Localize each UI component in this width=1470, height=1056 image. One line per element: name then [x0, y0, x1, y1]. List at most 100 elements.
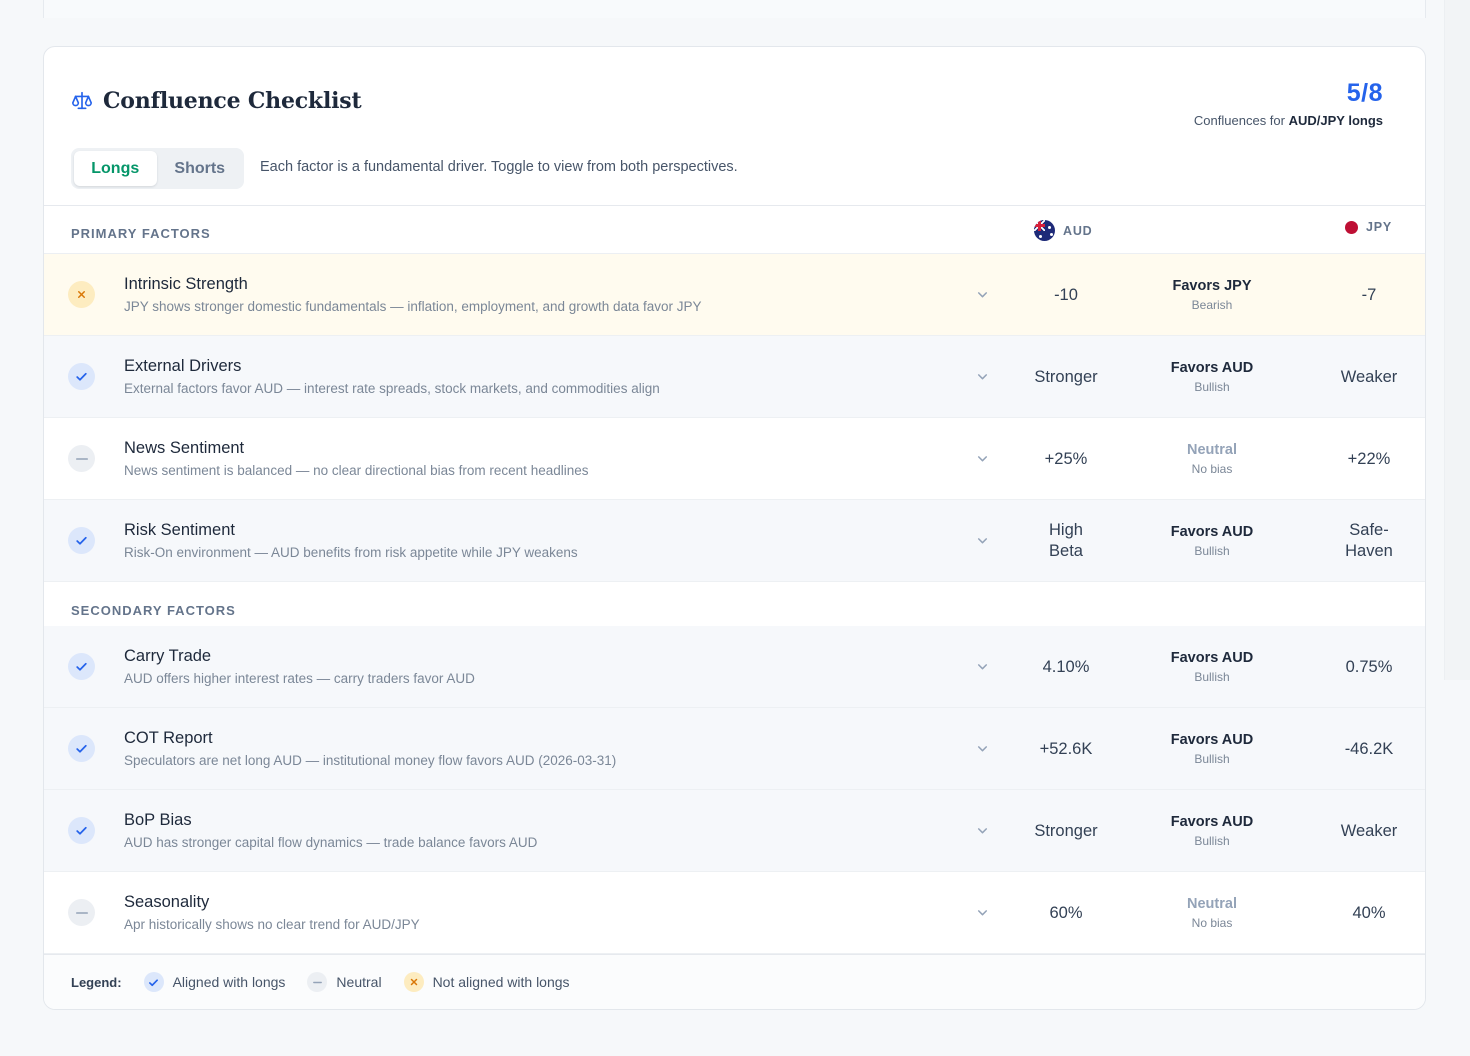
- card-header: Confluence Checklist 5/8 Confluences for…: [44, 47, 1425, 206]
- legend-not-aligned-label: Not aligned with longs: [432, 974, 570, 990]
- score-caption-prefix: Confluences for: [1193, 113, 1285, 128]
- factor-row[interactable]: BoP Bias AUD has stronger capital flow dy…: [44, 790, 1425, 872]
- primary-factor-list: Intrinsic Strength JPY shows stronger dom…: [44, 254, 1425, 582]
- direction-toggle: Longs Shorts: [71, 148, 244, 189]
- chevron-down-icon[interactable]: [975, 287, 989, 301]
- aud-value: +52.6K: [1039, 739, 1093, 758]
- jpy-value: Weaker: [1340, 367, 1398, 386]
- verdict: Favors AUD Bullish: [1142, 626, 1282, 708]
- jpy-value: -7: [1361, 285, 1377, 304]
- verdict-label: Favors AUD: [1170, 360, 1254, 376]
- australia-flag-icon: [1034, 220, 1055, 241]
- factor-row[interactable]: Risk Sentiment Risk-On environment — AUD …: [44, 500, 1425, 582]
- aud-value: 4.10%: [1042, 657, 1090, 676]
- x-icon: [68, 281, 95, 308]
- factor-description: JPY shows stronger domestic fundamentals…: [124, 299, 702, 314]
- page-title: Confluence Checklist: [103, 88, 362, 114]
- legend-title: Legend:: [71, 974, 122, 990]
- verdict: Neutral No bias: [1142, 872, 1282, 954]
- factor-row[interactable]: COT Report Speculators are net long AUD —…: [44, 708, 1425, 790]
- verdict-bias: No bias: [1191, 916, 1233, 930]
- factor-name: COT Report: [124, 729, 213, 747]
- check-icon: [143, 972, 164, 992]
- factor-description: AUD offers higher interest rates — carry…: [124, 671, 475, 686]
- jpy-value: +22%: [1347, 449, 1391, 468]
- legend-item-not-aligned: Not aligned with longs: [403, 972, 570, 992]
- verdict-label: Neutral: [1187, 442, 1237, 458]
- verdict-bias: Bearish: [1191, 298, 1233, 312]
- verdict-bias: Bullish: [1194, 752, 1230, 766]
- check-icon: [68, 527, 95, 554]
- japan-flag-icon: [1345, 220, 1358, 234]
- score-value: 5/8: [1346, 79, 1383, 107]
- verdict-bias: Bullish: [1194, 380, 1230, 394]
- verdict-bias: No bias: [1191, 462, 1233, 476]
- factor-row[interactable]: News Sentiment News sentiment is balanced…: [44, 418, 1425, 500]
- factor-row[interactable]: External Drivers External factors favor A…: [44, 336, 1425, 418]
- factor-name: News Sentiment: [124, 439, 245, 457]
- confluence-checklist-card: Confluence Checklist 5/8 Confluences for…: [43, 46, 1426, 1010]
- verdict: Favors AUD Bullish: [1142, 708, 1282, 790]
- aud-column-header: AUD: [1034, 220, 1092, 241]
- aud-value: Stronger: [1034, 367, 1098, 386]
- chevron-down-icon[interactable]: [975, 659, 989, 673]
- legend: Legend: Aligned with longs Neutral Not a…: [44, 954, 1425, 1009]
- verdict-bias: Bullish: [1194, 544, 1230, 558]
- chevron-down-icon[interactable]: [975, 533, 989, 547]
- factor-name: External Drivers: [124, 357, 242, 375]
- verdict: Favors JPY Bearish: [1142, 254, 1282, 336]
- dash-icon: [307, 972, 328, 992]
- x-icon: [403, 972, 424, 992]
- primary-section-header: PRIMARY FACTORS AUD JPY: [44, 206, 1425, 254]
- jpy-value: 40%: [1352, 903, 1386, 922]
- side-panel-edge: [1444, 0, 1470, 680]
- verdict: Favors AUD Bullish: [1142, 336, 1282, 418]
- aud-column-label: AUD: [1063, 223, 1093, 238]
- verdict: Neutral No bias: [1142, 418, 1282, 500]
- aud-value: 60%: [1049, 903, 1083, 922]
- toggle-hint: Each factor is a fundamental driver. Tog…: [260, 159, 738, 175]
- dash-icon: [68, 445, 95, 472]
- factor-description: Apr historically shows no clear trend fo…: [124, 917, 420, 932]
- verdict-bias: Bullish: [1194, 670, 1230, 684]
- factor-description: News sentiment is balanced — no clear di…: [124, 463, 589, 478]
- chevron-down-icon[interactable]: [975, 741, 989, 755]
- legend-item-aligned: Aligned with longs: [143, 972, 286, 992]
- title-row: Confluence Checklist: [71, 88, 362, 114]
- chevron-down-icon[interactable]: [975, 905, 989, 919]
- chevron-down-icon[interactable]: [975, 451, 989, 465]
- factor-name: Carry Trade: [124, 647, 212, 665]
- dash-icon: [68, 899, 95, 926]
- verdict-label: Favors AUD: [1170, 650, 1254, 666]
- jpy-column-label: JPY: [1366, 220, 1393, 234]
- check-icon: [68, 363, 95, 390]
- check-icon: [68, 653, 95, 680]
- longs-toggle-button[interactable]: Longs: [74, 151, 157, 186]
- factor-row[interactable]: Intrinsic Strength JPY shows stronger dom…: [44, 254, 1425, 336]
- score-caption-pair: AUD/JPY longs: [1288, 113, 1383, 128]
- shorts-toggle-button[interactable]: Shorts: [174, 159, 226, 177]
- verdict-label: Favors JPY: [1172, 278, 1252, 294]
- factor-description: Risk-On environment — AUD benefits from …: [124, 545, 578, 560]
- factor-row[interactable]: Seasonality Apr historically shows no cle…: [44, 872, 1425, 954]
- score-caption: Confluences for AUD/JPY longs: [1194, 113, 1383, 128]
- legend-aligned-label: Aligned with longs: [172, 974, 286, 990]
- factor-description: External factors favor AUD — interest ra…: [124, 381, 660, 396]
- chevron-down-icon[interactable]: [975, 369, 989, 383]
- chevron-down-icon[interactable]: [975, 823, 989, 837]
- aud-value: +25%: [1044, 449, 1088, 468]
- secondary-section-header: SECONDARY FACTORS: [44, 582, 1425, 626]
- factor-row[interactable]: Carry Trade AUD offers higher interest ra…: [44, 626, 1425, 708]
- factor-name: Seasonality: [124, 893, 210, 911]
- verdict-label: Neutral: [1187, 896, 1237, 912]
- jpy-value: 0.75%: [1345, 657, 1393, 676]
- aud-value: High Beta: [1049, 521, 1083, 560]
- jpy-value: -46.2K: [1344, 739, 1394, 758]
- factor-name: BoP Bias: [124, 811, 192, 829]
- previous-card-edge: [43, 0, 1426, 18]
- jpy-value: Safe- Haven: [1345, 521, 1393, 560]
- legend-neutral-label: Neutral: [336, 974, 382, 990]
- primary-section-label: PRIMARY FACTORS: [71, 226, 211, 241]
- check-icon: [68, 735, 95, 762]
- confluence-score: 5/8 Confluences for AUD/JPY longs: [1194, 79, 1383, 128]
